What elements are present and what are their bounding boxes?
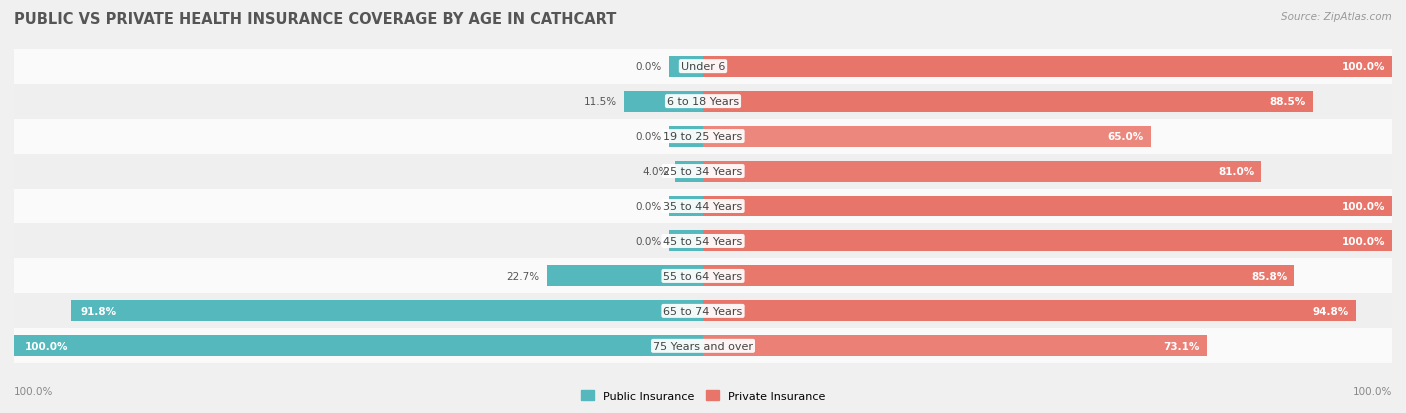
Bar (703, 231, 1392, 252)
Text: 0.0%: 0.0% (636, 236, 662, 247)
Text: 25 to 34 Years: 25 to 34 Years (664, 166, 742, 177)
Text: 4.0%: 4.0% (643, 166, 669, 177)
Text: 100.0%: 100.0% (14, 387, 53, 396)
Bar (703, 196, 1392, 217)
Bar (703, 91, 1313, 112)
Bar (14, 335, 703, 356)
Text: 75 Years and over: 75 Years and over (652, 341, 754, 351)
Bar (703, 266, 1294, 287)
Text: 81.0%: 81.0% (1218, 166, 1254, 177)
Text: Under 6: Under 6 (681, 62, 725, 72)
Bar (669, 57, 703, 78)
Bar (14, 189, 1392, 224)
Text: 73.1%: 73.1% (1163, 341, 1199, 351)
Text: 94.8%: 94.8% (1313, 306, 1350, 316)
Bar (14, 329, 1392, 363)
Text: 100.0%: 100.0% (1353, 387, 1392, 396)
Bar (14, 84, 1392, 119)
Bar (703, 126, 1152, 147)
Bar (669, 196, 703, 217)
Text: 0.0%: 0.0% (636, 132, 662, 142)
Text: Source: ZipAtlas.com: Source: ZipAtlas.com (1281, 12, 1392, 22)
Text: 22.7%: 22.7% (506, 271, 540, 281)
Bar (14, 154, 1392, 189)
Bar (14, 259, 1392, 294)
Bar (675, 161, 703, 182)
Text: 0.0%: 0.0% (636, 62, 662, 72)
Text: 100.0%: 100.0% (24, 341, 67, 351)
Text: 6 to 18 Years: 6 to 18 Years (666, 97, 740, 107)
Bar (624, 91, 703, 112)
Text: 45 to 54 Years: 45 to 54 Years (664, 236, 742, 247)
Text: 65.0%: 65.0% (1108, 132, 1144, 142)
Text: 100.0%: 100.0% (1341, 202, 1385, 211)
Text: 11.5%: 11.5% (583, 97, 617, 107)
Bar (703, 301, 1357, 322)
Bar (703, 161, 1261, 182)
Text: 19 to 25 Years: 19 to 25 Years (664, 132, 742, 142)
Bar (703, 57, 1392, 78)
Text: 0.0%: 0.0% (636, 202, 662, 211)
Text: 100.0%: 100.0% (1341, 62, 1385, 72)
Text: 85.8%: 85.8% (1251, 271, 1288, 281)
Text: 35 to 44 Years: 35 to 44 Years (664, 202, 742, 211)
Bar (547, 266, 703, 287)
Bar (70, 301, 703, 322)
Bar (14, 224, 1392, 259)
Text: 88.5%: 88.5% (1270, 97, 1306, 107)
Text: 91.8%: 91.8% (82, 306, 117, 316)
Bar (669, 231, 703, 252)
Text: 100.0%: 100.0% (1341, 236, 1385, 247)
Legend: Public Insurance, Private Insurance: Public Insurance, Private Insurance (576, 385, 830, 405)
Bar (14, 119, 1392, 154)
Bar (14, 294, 1392, 329)
Bar (669, 126, 703, 147)
Bar (14, 50, 1392, 84)
Text: 65 to 74 Years: 65 to 74 Years (664, 306, 742, 316)
Text: PUBLIC VS PRIVATE HEALTH INSURANCE COVERAGE BY AGE IN CATHCART: PUBLIC VS PRIVATE HEALTH INSURANCE COVER… (14, 12, 616, 27)
Bar (703, 335, 1206, 356)
Text: 55 to 64 Years: 55 to 64 Years (664, 271, 742, 281)
